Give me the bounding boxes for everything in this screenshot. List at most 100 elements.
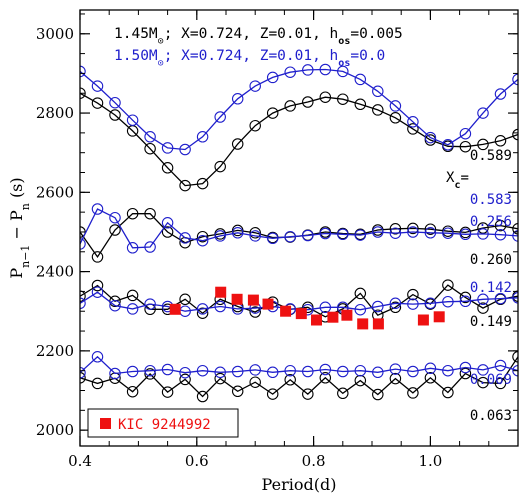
series-point (231, 365, 244, 378)
annotation-layer: 0.589 0.583 0.260 0.256 0.149 0.142 0.063 0.069 (470, 148, 512, 424)
series-point (354, 73, 367, 86)
series-point (91, 203, 104, 215)
series-point (109, 224, 121, 236)
series-point (302, 96, 314, 108)
series-point (91, 351, 104, 363)
x-tick-label: 0.4 (68, 452, 92, 470)
series-point (407, 365, 419, 378)
series-point (302, 64, 314, 76)
series-point (372, 366, 384, 379)
series-point (389, 223, 402, 235)
series-point (161, 162, 174, 174)
series-line (80, 68, 518, 151)
series-point (126, 303, 139, 315)
series-point (459, 295, 472, 308)
axis-layer: 0.4 0.6 0.8 1.0 2000 2200 2400 2600 2800 3000 (36, 10, 519, 470)
series-point (494, 377, 507, 390)
y-tick-label: 2600 (36, 183, 74, 201)
series-point (459, 361, 472, 374)
series-point (249, 230, 261, 242)
series-point (337, 65, 349, 78)
y-axis-title: Pn−1 − Pn (s) (7, 177, 32, 278)
series-point (319, 372, 332, 384)
series-point (442, 386, 454, 399)
series-point (214, 300, 226, 313)
series-point (144, 368, 156, 380)
y-tick-label: 2000 (36, 421, 74, 439)
series-point (389, 301, 402, 314)
series-point (337, 387, 349, 400)
series-point (494, 359, 507, 372)
series-line (80, 92, 518, 187)
series-point (302, 365, 314, 378)
series-point (196, 390, 209, 403)
series-point (231, 93, 244, 105)
observation-point (433, 311, 445, 323)
series-point (494, 135, 507, 147)
series-point (337, 365, 349, 378)
series-point (266, 107, 279, 119)
series-annotation: 0.256 (470, 214, 512, 230)
series-point (354, 303, 367, 316)
series-point (494, 292, 507, 305)
series-point (249, 80, 261, 92)
x-axis-title: Period(d) (262, 475, 337, 494)
series-point (477, 222, 489, 234)
series-point (407, 123, 419, 135)
series-point (337, 93, 349, 105)
series-point (424, 297, 437, 310)
series-point (196, 131, 209, 143)
series-annotation: 0.149 (470, 314, 512, 330)
x-tick-label: 0.6 (185, 452, 209, 470)
series-point (126, 242, 139, 254)
series-point (126, 289, 139, 302)
observation-point (372, 318, 384, 330)
series-point (407, 226, 419, 238)
series-point (459, 291, 472, 304)
series-point (354, 287, 367, 300)
series-point (266, 232, 279, 245)
series-3 (80, 203, 518, 254)
observation-point (215, 286, 227, 298)
series-point (231, 385, 244, 398)
series-annotation: 0.260 (470, 252, 512, 268)
series-point (284, 100, 296, 112)
series-point (442, 295, 454, 308)
series-point (266, 71, 279, 84)
series-point (407, 116, 419, 128)
observation-point (262, 298, 274, 310)
series-point (319, 301, 332, 314)
series-point (161, 363, 174, 376)
series-point (424, 131, 437, 144)
series-point (459, 140, 472, 153)
observation-point (295, 308, 307, 320)
series-point (249, 306, 261, 318)
series-point (407, 387, 419, 399)
series-point (179, 293, 191, 306)
series-point (249, 227, 261, 239)
series-point (477, 293, 489, 306)
observation-point (357, 318, 369, 330)
series-point (214, 111, 226, 123)
series-point (389, 100, 402, 112)
series-point (372, 388, 384, 401)
series-point (161, 386, 174, 398)
series-point (477, 302, 489, 314)
series-point (144, 364, 156, 377)
series-point (284, 364, 296, 377)
series-point (91, 279, 104, 292)
series-point (266, 366, 279, 379)
series-point (249, 364, 261, 376)
series-point (249, 119, 261, 132)
observation-point (169, 303, 181, 315)
series-point (161, 142, 174, 154)
series-point (459, 367, 472, 380)
series-point (442, 279, 454, 291)
series-point (109, 109, 121, 121)
series-point (407, 222, 419, 235)
observation-legend: KIC 9244992 (87, 408, 239, 438)
series-point (424, 362, 437, 375)
observation-legend-marker (100, 418, 111, 429)
series-line (80, 356, 518, 398)
